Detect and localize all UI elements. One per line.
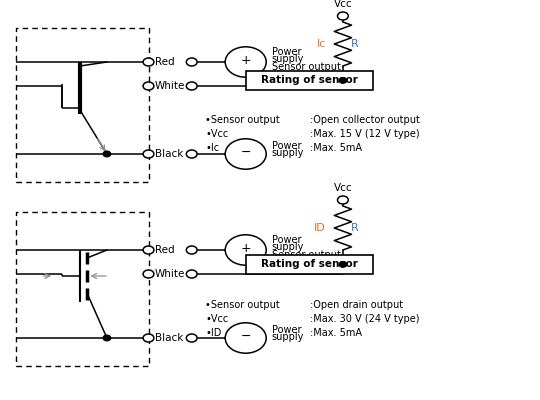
Text: •Sensor output: •Sensor output	[205, 115, 280, 125]
Circle shape	[225, 47, 266, 77]
Bar	[16, 28, 148, 182]
Text: •Vcc: •Vcc	[205, 129, 228, 139]
Text: •Sensor output: •Sensor output	[205, 300, 280, 310]
Text: :Max. 30 V (24 V type): :Max. 30 V (24 V type)	[310, 314, 420, 324]
Text: Rating of sensor: Rating of sensor	[261, 75, 357, 85]
Circle shape	[186, 150, 197, 158]
Text: •Vcc: •Vcc	[205, 314, 228, 324]
Text: R: R	[351, 39, 359, 49]
Text: +: +	[240, 54, 251, 67]
Circle shape	[225, 139, 266, 169]
Text: Power: Power	[272, 141, 301, 151]
Text: Rating of sensor: Rating of sensor	[261, 259, 357, 270]
Circle shape	[186, 270, 197, 278]
Circle shape	[186, 334, 197, 342]
Circle shape	[103, 335, 111, 341]
Circle shape	[338, 196, 348, 204]
Circle shape	[339, 78, 347, 83]
Text: :Open collector output: :Open collector output	[310, 115, 420, 125]
Circle shape	[143, 246, 154, 254]
Text: Red: Red	[155, 57, 174, 67]
Circle shape	[225, 235, 266, 265]
Text: −: −	[240, 146, 251, 159]
Text: Sensor output: Sensor output	[272, 62, 341, 72]
Circle shape	[339, 73, 347, 79]
Text: −: −	[240, 330, 251, 343]
Text: Red: Red	[155, 245, 174, 255]
Bar	[16, 212, 148, 366]
Bar	[246, 255, 373, 274]
Text: Sensor output: Sensor output	[272, 250, 341, 260]
Text: •ID: •ID	[205, 328, 221, 338]
Text: Power: Power	[272, 235, 301, 245]
Circle shape	[143, 270, 154, 278]
Text: :Max. 5mA: :Max. 5mA	[310, 143, 362, 153]
Text: +: +	[240, 242, 251, 255]
Text: Black: Black	[155, 149, 184, 159]
Text: supply: supply	[272, 332, 304, 342]
Circle shape	[339, 262, 347, 267]
Text: :Max. 5mA: :Max. 5mA	[310, 328, 362, 338]
Circle shape	[143, 82, 154, 90]
Bar	[246, 71, 373, 90]
Circle shape	[339, 257, 347, 263]
Text: supply: supply	[272, 148, 304, 158]
Text: Power: Power	[272, 325, 301, 335]
Circle shape	[143, 150, 154, 158]
Circle shape	[186, 58, 197, 66]
Circle shape	[338, 12, 348, 20]
Text: Vcc: Vcc	[334, 183, 352, 193]
Circle shape	[143, 334, 154, 342]
Circle shape	[143, 58, 154, 66]
Circle shape	[225, 323, 266, 353]
Text: supply: supply	[272, 242, 304, 252]
Text: Power: Power	[272, 47, 301, 57]
Text: ID: ID	[314, 223, 326, 233]
Text: Vcc: Vcc	[334, 0, 352, 9]
Text: :Max. 15 V (12 V type): :Max. 15 V (12 V type)	[310, 129, 420, 139]
Circle shape	[103, 151, 111, 157]
Text: supply: supply	[272, 54, 304, 64]
Text: R: R	[351, 223, 359, 233]
Circle shape	[186, 246, 197, 254]
Text: •Ic: •Ic	[205, 143, 219, 153]
Text: White: White	[155, 269, 185, 279]
Text: :Open drain output: :Open drain output	[310, 300, 403, 310]
Text: Black: Black	[155, 333, 184, 343]
Circle shape	[186, 82, 197, 90]
Text: Ic: Ic	[317, 39, 327, 49]
Text: White: White	[155, 81, 185, 91]
